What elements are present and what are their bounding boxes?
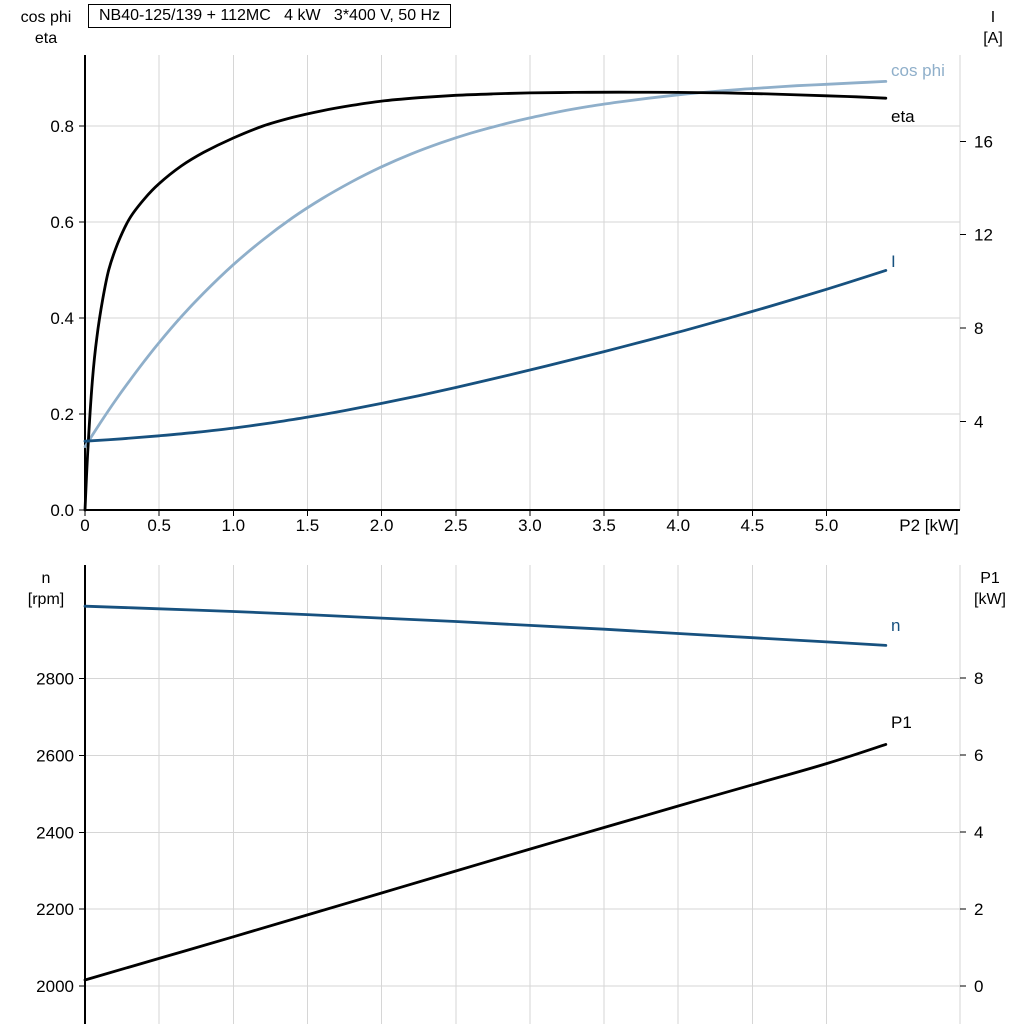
y-right-tick-label: 8: [974, 319, 983, 338]
curve-label-eta: eta: [891, 107, 915, 126]
curve-n: [83, 604, 888, 647]
axis-ticks: [79, 125, 966, 516]
x-tick-label: 0: [80, 516, 89, 535]
top-left-axis-title-line2: eta: [34, 30, 58, 47]
top-right-axis-title: I [A]: [964, 7, 1022, 49]
axis-lines: [84, 55, 960, 511]
chart-0: 0.0 0.2 0.4 0.6 0.8 4 8 12 16 0 0.5 1.0 1.5 2.0 2.5 3.0…: [50, 55, 993, 535]
y-right-tick-label: 8: [974, 669, 983, 688]
y-left-tick-label: 2000: [36, 977, 74, 996]
y-left-tick-label: 2800: [36, 669, 74, 688]
curve-label-P1: P1: [891, 713, 912, 732]
curve-eta: [83, 90, 888, 512]
top-right-axis-title-line1: I: [990, 9, 996, 26]
y-left-tick-label: 2400: [36, 823, 74, 842]
y-right-tick-label: 16: [974, 132, 993, 151]
y-left-tick-label: 0.8: [50, 117, 74, 136]
y-right-tick-label: 6: [974, 746, 983, 765]
x-tick-label: 2.0: [370, 516, 394, 535]
curve-label-n: n: [891, 616, 900, 635]
axis-ticks: [79, 677, 966, 987]
bottom-left-axis-title-line2: [rpm]: [27, 591, 65, 608]
x-tick-label: 4.5: [741, 516, 765, 535]
y-left-tick-label: 0.6: [50, 213, 74, 232]
x-axis-unit-label: P2 [kW]: [899, 516, 959, 535]
curve-P1: [83, 743, 888, 982]
grid-lines: [85, 565, 961, 1024]
y-right-tick-label: 4: [974, 823, 983, 842]
bottom-left-axis-title-line1: n: [41, 570, 51, 587]
x-tick-label: 3.0: [518, 516, 542, 535]
grid-lines: [85, 55, 961, 510]
y-left-tick-label: 0.2: [50, 405, 74, 424]
x-tick-label: 3.5: [592, 516, 616, 535]
y-left-tick-label: 2200: [36, 900, 74, 919]
tick-labels: 2000 2200 2400 2600 2800 0 2 4 6 8: [36, 669, 983, 996]
top-right-axis-title-line2: [A]: [983, 30, 1003, 47]
x-tick-label: 0.5: [147, 516, 171, 535]
x-tick-label: 5.0: [815, 516, 839, 535]
x-tick-label: 4.0: [666, 516, 690, 535]
y-right-tick-label: 12: [974, 226, 993, 245]
bottom-right-axis-title-line2: [kW]: [974, 591, 1006, 608]
chart-title: NB40-125/139 + 112MC 4 kW 3*400 V, 50 Hz: [88, 4, 452, 28]
bottom-right-axis-title-line1: P1: [980, 570, 1000, 587]
y-left-tick-label: 2600: [36, 746, 74, 765]
x-tick-label: 1.5: [296, 516, 320, 535]
curve-label-cos-phi: cos phi: [891, 61, 945, 80]
y-right-tick-label: 4: [974, 412, 983, 431]
top-left-axis-title: cos phi eta: [4, 7, 88, 49]
y-left-tick-label: 0.0: [50, 501, 74, 520]
top-left-axis-title-line1: cos phi: [20, 9, 72, 26]
curve-cos-phi: [83, 80, 888, 448]
tick-labels: 0.0 0.2 0.4 0.6 0.8 4 8 12 16 0 0.5 1.0 1.5 2.0 2.5 3.0…: [50, 117, 993, 535]
curve-label-I: I: [891, 252, 896, 271]
chart-1: 2000 2200 2400 2600 2800 0 2 4 6 8 n P1: [36, 565, 983, 1024]
y-right-tick-label: 0: [974, 977, 983, 996]
y-right-tick-label: 2: [974, 900, 983, 919]
bottom-right-axis-title: P1 [kW]: [958, 568, 1022, 610]
bottom-left-axis-title: n [rpm]: [4, 568, 88, 610]
x-tick-label: 2.5: [444, 516, 468, 535]
y-left-tick-label: 0.4: [50, 309, 74, 328]
curve-I: [83, 269, 888, 443]
x-tick-label: 1.0: [221, 516, 245, 535]
